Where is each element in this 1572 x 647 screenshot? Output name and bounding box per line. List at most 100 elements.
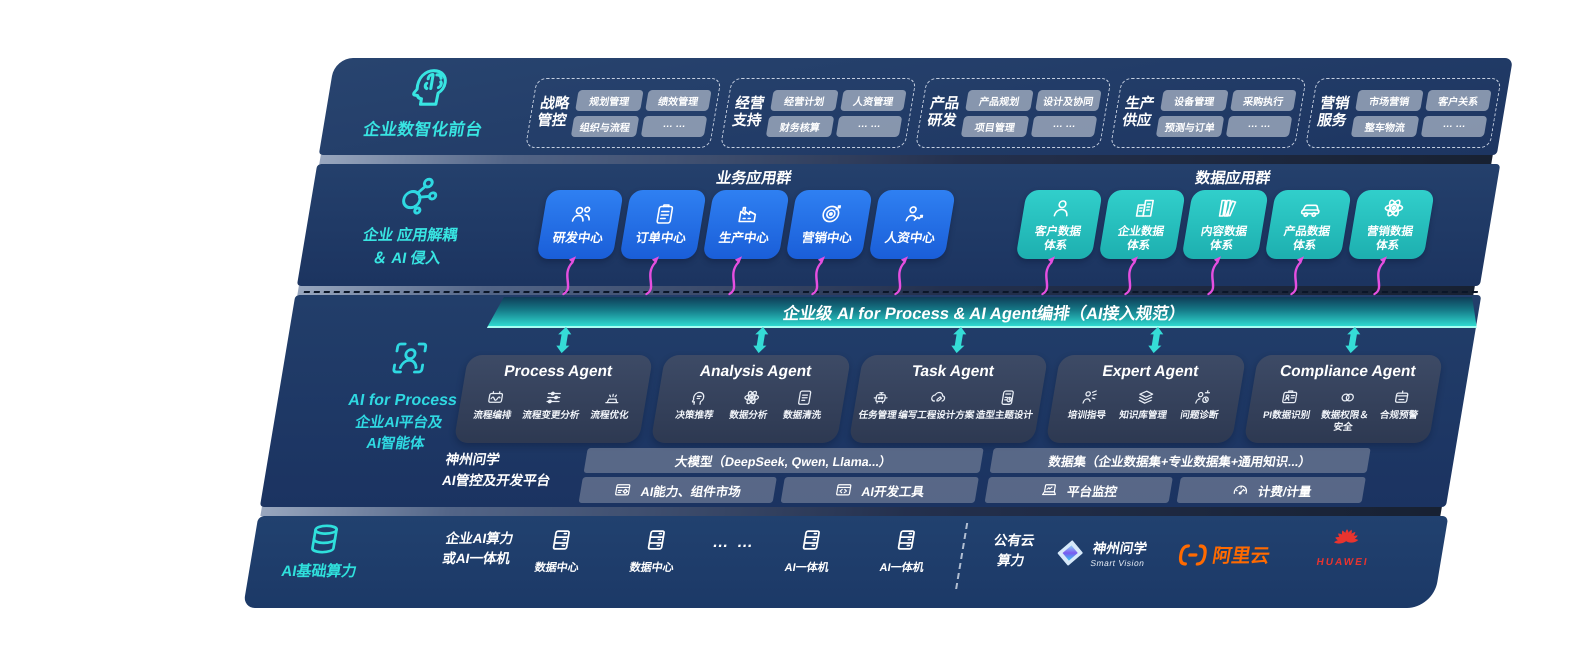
front-pill: 采购执行 [1230,89,1297,111]
infrastructure-layer: AI基础算力 企业AI算力 或AI一体机 数据中心 数据中心 … … AI一体机… [242,516,1449,608]
target-icon [817,202,845,226]
layer-edge [260,507,1442,516]
business-app-row: 研发中心 订单中心 生产中心 营销中心 人资中心 [536,190,956,259]
model-bar: 大模型（DeepSeek, Qwen, Llama...） [583,448,984,473]
front-group-operation: 经营 支持 经营计划 人资管理 财务核算 … … [719,78,917,148]
scan-person-icon [385,337,434,379]
front-group-product: 产品 研发 产品规划 设计及协同 项目管理 … … [914,78,1112,148]
front-group-name: 产品 研发 [926,95,961,129]
front-pill: 设备管理 [1160,89,1229,111]
diagnose-icon [1191,388,1213,407]
platform-label: 神州问学 AI管控及开发平台 [441,452,552,488]
front-pill: 预测与订单 [1155,115,1225,137]
front-group-name: 营销 服务 [1316,95,1351,129]
server-icon [546,527,576,553]
integration-dashed-line [303,291,1479,293]
people-icon [568,202,596,226]
front-pill: … … [640,115,708,137]
molecule-icon [392,173,443,217]
platform-dataset-group: 数据集（企业数据集+专业数据集+通用知识...） 平台监控 计费/计量 [984,448,1371,503]
capability-bar: AI能力、组件市场 [578,477,777,503]
app-box-production-center: 生产中心 [702,190,790,259]
front-pill: 组织与流程 [570,115,640,137]
window-gear-icon [613,481,634,499]
car-icon [1297,196,1325,220]
atom-icon [1380,196,1408,220]
front-group-name: 经营 支持 [731,95,766,129]
cloud-edit-icon [928,388,950,407]
robot-icon [869,388,891,407]
vendor-alibaba-cloud: 阿里云 [1176,541,1273,568]
app-box-marketing-center: 营销中心 [785,190,873,259]
agent-card-process: Process Agent 流程编排 流程变更分析 流程优化 [453,355,654,443]
person-trend-icon [900,202,928,226]
updown-arrow-icon [947,326,970,354]
ai-platform-layer: 企业级 AI for Process & AI Agent编排（AI接入规范） … [259,295,1482,507]
server-icon [891,527,921,553]
agent-row: Process Agent 流程编排 流程变更分析 流程优化 Analysis … [453,355,1444,443]
front-office-layer: 企业数智化前台 战略 管控 规划管理 绩效管理 组织与流程 … … 经营 支持 … [318,58,1513,155]
agent-card-compliance: Compliance Agent PI数据识别 数据权限＆ 安全 合规预警 [1243,355,1444,443]
devtool-bar: AI开发工具 [780,477,979,503]
vendor-huawei: HUAWEI [1298,525,1393,568]
infra-node-ai-appliance: AI一体机 [858,527,950,575]
front-pill: 人资管理 [840,89,907,111]
ai-orchestration-band: 企业级 AI for Process & AI Agent编排（AI接入规范） [487,297,1482,328]
books-icon [1214,196,1242,220]
front-group-name: 生产 供应 [1121,95,1156,129]
application-layer: 企业 应用解耦 ＆ AI 侵入 业务应用群 研发中心 订单中心 生产中心 营销 [296,164,1501,286]
id-card-icon [1278,388,1300,407]
application-layer-label: 企业 应用解耦 ＆ AI 侵入 [361,227,459,268]
infra-node-ai-appliance: AI一体机 [763,527,855,575]
window-code-icon [833,481,854,499]
app-box-order-center: 订单中心 [619,190,707,259]
band-agent-connectors [468,326,1448,354]
front-pill: … … [1420,115,1488,137]
platform-section: 神州问学 AI管控及开发平台 大模型（DeepSeek, Qwen, Llama… [439,448,1371,503]
shenzhou-diamond-icon [1057,540,1083,565]
alibaba-cloud-icon [1178,543,1207,566]
front-pill: 整车物流 [1350,115,1420,137]
monitor-bar: 平台监控 [984,477,1174,503]
app-box-enterprise-data: 企业数据 体系 [1098,190,1186,259]
dataset-bar: 数据集（企业数据集+专业数据集+通用知识...） [989,448,1371,473]
flow-icon [484,388,506,407]
front-group-strategy: 战略 管控 规划管理 绩效管理 组织与流程 … … [524,78,722,148]
laptop-chart-icon [1039,481,1060,499]
front-pill: 市场营销 [1355,89,1424,111]
front-group-name: 战略 管控 [536,95,571,129]
data-group-title: 数据应用群 [1193,170,1272,187]
front-pill: 财务核算 [765,115,835,137]
business-group-title: 业务应用群 [714,170,793,187]
factory-icon [734,202,762,226]
app-box-rnd-center: 研发中心 [536,190,624,259]
server-icon [641,527,671,553]
app-box-customer-data: 客户数据 体系 [1015,190,1103,259]
diagram-stage: 企业数智化前台 战略 管控 规划管理 绩效管理 组织与流程 … … 经营 支持 … [242,58,1520,608]
front-pill: 规划管理 [575,89,644,111]
app-box-product-data: 产品数据 体系 [1264,190,1352,259]
public-cloud-label: 公有云 算力 [992,533,1036,569]
infrastructure-label: AI基础算力 [280,563,358,580]
brain-head-icon [402,63,456,109]
front-group-marketing: 营销 服务 市场营销 客户关系 整车物流 … … [1304,78,1502,148]
app-box-marketing-data: 营销数据 体系 [1347,190,1435,259]
front-pill: … … [835,115,903,137]
updown-arrow-icon [1342,326,1365,354]
ai-layer-side-label: AI for Process 企业AI平台及 AI智能体 [347,392,459,453]
front-pill: 项目管理 [960,115,1030,137]
gauge-icon [1230,481,1251,499]
updown-arrow-icon [750,326,773,354]
app-box-hr-center: 人资中心 [868,190,956,259]
front-office-groups: 战略 管控 规划管理 绩效管理 组织与流程 … … 经营 支持 经营计划 人资管… [524,78,1502,148]
updown-arrow-icon [552,326,575,354]
front-pill: 经营计划 [770,89,839,111]
cloud-dashed-divider [955,523,969,589]
front-office-label: 企业数智化前台 [361,121,484,139]
vendor-shenzhou-wenxue: 神州问学 Smart Vision [1054,537,1149,568]
clipboard-icon [651,202,679,226]
front-pill: 产品规划 [965,89,1034,111]
machine-icon [601,388,623,407]
layers-icon [1135,388,1157,407]
